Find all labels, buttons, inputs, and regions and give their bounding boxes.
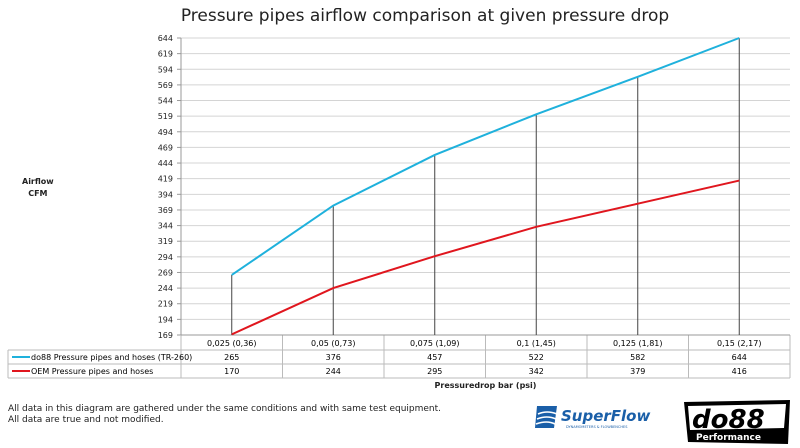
superflow-logo: SuperFlow DYNAMOMETERS & FLOWBENCHES [535,406,650,429]
table-cell: 342 [529,367,544,376]
x-axis-label: Pressuredrop bar (psi) [434,381,537,390]
series-line-1 [231,179,740,336]
y-tick-label: 244 [158,284,173,293]
y-tick-label: 494 [158,128,173,137]
x-tick-label: 0,15 (2,17) [717,339,761,348]
table-cell: 244 [326,367,341,376]
y-axis-label-line2: CFM [28,189,48,198]
x-tick-label: 0,05 (0,73) [311,339,355,348]
y-tick-label: 194 [158,315,173,324]
legend-label: do88 Pressure pipes and hoses (TR-260) [31,353,192,362]
y-tick-label: 644 [158,34,173,43]
table-cell: 582 [630,353,645,362]
svg-text:Performance: Performance [696,433,761,443]
chart-title: Pressure pipes airflow comparison at giv… [180,6,670,26]
x-tick-label: 0,125 (1,81) [613,339,663,348]
table-cell: 265 [224,353,239,362]
y-tick-label: 394 [158,190,173,199]
svg-text:DYNAMOMETERS & FLOWBENCHES: DYNAMOMETERS & FLOWBENCHES [566,425,628,429]
do88-logo: do88 Performance [684,400,790,444]
y-tick-label: 344 [158,222,173,231]
x-tick-label: 0,1 (1,45) [517,339,556,348]
y-tick-label: 294 [158,253,173,262]
table-cell: 522 [529,353,544,362]
svg-text:SuperFlow: SuperFlow [561,407,650,425]
table-cell: 376 [326,353,341,362]
legend-label: OEM Pressure pipes and hoses [31,367,153,376]
series-line-0 [231,37,740,276]
table-cell: 416 [732,367,747,376]
y-tick-label: 419 [158,175,173,184]
x-tick-label: 0,025 (0,36) [207,339,257,348]
note-line-1: All data in this diagram are gathered un… [8,404,442,414]
chart-area: 169 194 219 244 269 294 319 344 369 394 419 444 469 4… [7,34,791,379]
table-cell: 379 [630,367,645,376]
y-axis-label-line1: Airflow [22,177,54,186]
table-cell: 295 [427,367,442,376]
y-axis-label: Airflow CFM [22,176,54,200]
table-cell: 170 [224,367,239,376]
svg-text:do88: do88 [692,405,765,435]
y-tick-label: 519 [158,112,173,121]
y-tick-label: 544 [158,97,173,106]
y-tick-label: 219 [158,300,173,309]
table-cell: 457 [427,353,442,362]
x-tick-label: 0,075 (1,09) [410,339,460,348]
y-tick-label: 369 [158,206,173,215]
superflow-mark-icon [535,406,558,428]
y-tick-label: 619 [158,50,173,59]
y-tick-label: 569 [158,81,173,90]
y-tick-label: 319 [158,237,173,246]
note-line-2: All data are true and not modified. [8,415,164,425]
y-tick-label: 469 [158,143,173,152]
y-tick-label: 269 [158,268,173,277]
y-tick-label: 444 [158,159,173,168]
y-tick-label: 169 [158,331,173,340]
disclaimer-note: All data in this diagram are gathered un… [8,404,441,426]
table-cell: 644 [732,353,747,362]
y-tick-label: 594 [158,65,173,74]
